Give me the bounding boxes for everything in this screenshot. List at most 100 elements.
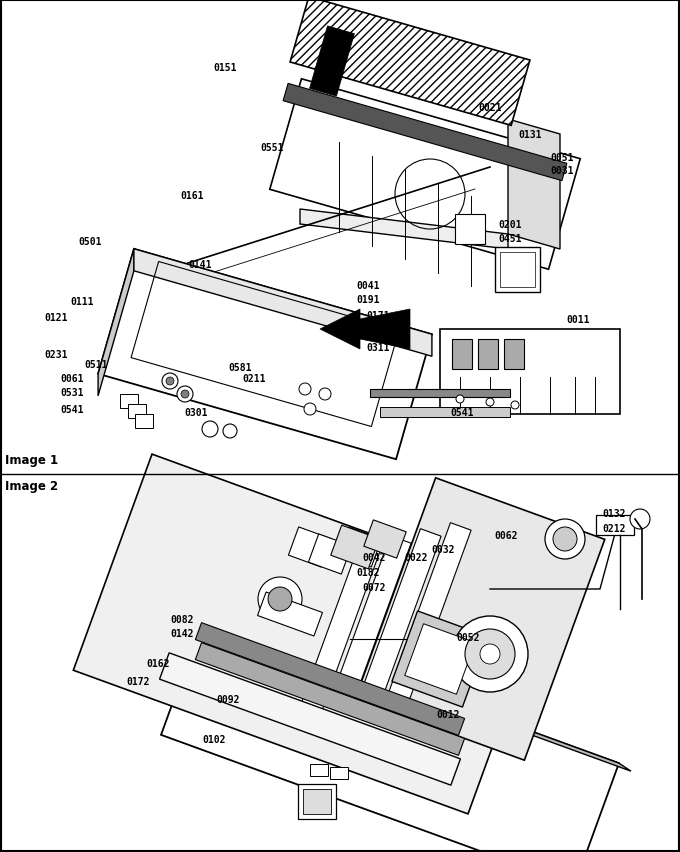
Text: 0121: 0121: [44, 313, 68, 323]
Text: 0082: 0082: [170, 614, 194, 625]
Bar: [500, 253, 535, 288]
Text: 0031: 0031: [550, 166, 574, 176]
Circle shape: [545, 520, 585, 560]
Polygon shape: [290, 0, 530, 126]
Polygon shape: [134, 250, 432, 357]
Polygon shape: [392, 611, 488, 707]
Polygon shape: [161, 613, 619, 852]
Circle shape: [258, 578, 302, 621]
Text: 0032: 0032: [431, 544, 455, 555]
Text: 0541: 0541: [61, 405, 84, 415]
Text: 0111: 0111: [70, 296, 94, 307]
Text: 0212: 0212: [602, 523, 626, 533]
Bar: [330, 767, 348, 779]
Polygon shape: [309, 534, 352, 574]
Text: 0012: 0012: [437, 709, 460, 719]
Bar: [135, 415, 153, 429]
Bar: [452, 340, 472, 370]
Text: 0021: 0021: [478, 103, 502, 112]
Bar: [303, 789, 331, 814]
Text: 0062: 0062: [494, 531, 517, 540]
Bar: [495, 248, 540, 292]
Circle shape: [202, 422, 218, 437]
Text: 0541: 0541: [450, 407, 474, 417]
Text: 0041: 0041: [356, 280, 379, 291]
Text: 0022: 0022: [404, 552, 428, 562]
Polygon shape: [299, 541, 381, 717]
Text: 0042: 0042: [362, 552, 386, 562]
Circle shape: [452, 616, 528, 692]
Text: 0191: 0191: [356, 295, 379, 305]
Text: 0162: 0162: [146, 659, 170, 668]
Circle shape: [480, 644, 500, 665]
Circle shape: [486, 399, 494, 406]
Text: 0171: 0171: [367, 311, 390, 320]
Circle shape: [181, 390, 189, 399]
Polygon shape: [98, 250, 432, 460]
Polygon shape: [320, 309, 410, 349]
Text: 0201: 0201: [498, 220, 522, 230]
Text: 0182: 0182: [356, 567, 379, 578]
Text: 0501: 0501: [78, 237, 102, 247]
Bar: [596, 515, 634, 535]
Circle shape: [223, 424, 237, 439]
Circle shape: [299, 383, 311, 395]
Circle shape: [162, 373, 178, 389]
Text: 0052: 0052: [456, 632, 480, 642]
Polygon shape: [339, 527, 381, 567]
Text: 0172: 0172: [126, 676, 150, 686]
Polygon shape: [73, 455, 547, 814]
Text: 0311: 0311: [367, 343, 390, 353]
Bar: [504, 340, 524, 370]
Polygon shape: [508, 120, 560, 250]
Text: 0581: 0581: [228, 363, 252, 372]
Bar: [478, 340, 498, 370]
Circle shape: [166, 377, 174, 386]
Circle shape: [465, 630, 515, 679]
Polygon shape: [359, 529, 441, 705]
Text: Image 2: Image 2: [5, 480, 58, 492]
Polygon shape: [160, 653, 460, 786]
Polygon shape: [309, 27, 354, 97]
Polygon shape: [405, 624, 475, 694]
Text: 0511: 0511: [84, 360, 107, 370]
Circle shape: [304, 404, 316, 416]
Text: 0102: 0102: [202, 734, 226, 744]
Bar: [298, 784, 336, 819]
Polygon shape: [330, 526, 379, 569]
Text: 0161: 0161: [180, 191, 204, 201]
Bar: [370, 389, 510, 398]
Polygon shape: [258, 592, 322, 636]
Text: 0141: 0141: [188, 260, 211, 270]
Text: Image 1: Image 1: [5, 453, 58, 466]
Bar: [455, 215, 485, 245]
Circle shape: [553, 527, 577, 551]
Text: 0301: 0301: [184, 407, 208, 417]
Polygon shape: [205, 613, 631, 771]
Circle shape: [630, 509, 650, 529]
Text: 0551: 0551: [260, 143, 284, 153]
Polygon shape: [283, 84, 567, 181]
Text: 0072: 0072: [362, 582, 386, 592]
Text: 0231: 0231: [44, 349, 68, 360]
Polygon shape: [364, 521, 406, 558]
Circle shape: [511, 401, 519, 410]
Polygon shape: [195, 643, 464, 756]
Text: 0142: 0142: [170, 628, 194, 638]
Polygon shape: [440, 330, 620, 415]
Circle shape: [456, 395, 464, 404]
Text: 0181: 0181: [367, 326, 390, 337]
Polygon shape: [195, 623, 464, 735]
Polygon shape: [98, 250, 134, 396]
Polygon shape: [329, 536, 411, 712]
Bar: [128, 405, 146, 418]
Bar: [380, 407, 510, 417]
Polygon shape: [389, 523, 471, 699]
Bar: [310, 764, 328, 776]
Text: 0131: 0131: [518, 130, 542, 140]
Circle shape: [268, 587, 292, 611]
Polygon shape: [270, 80, 580, 270]
Text: 0132: 0132: [602, 509, 626, 518]
Polygon shape: [355, 478, 605, 760]
Text: 0051: 0051: [550, 153, 574, 163]
